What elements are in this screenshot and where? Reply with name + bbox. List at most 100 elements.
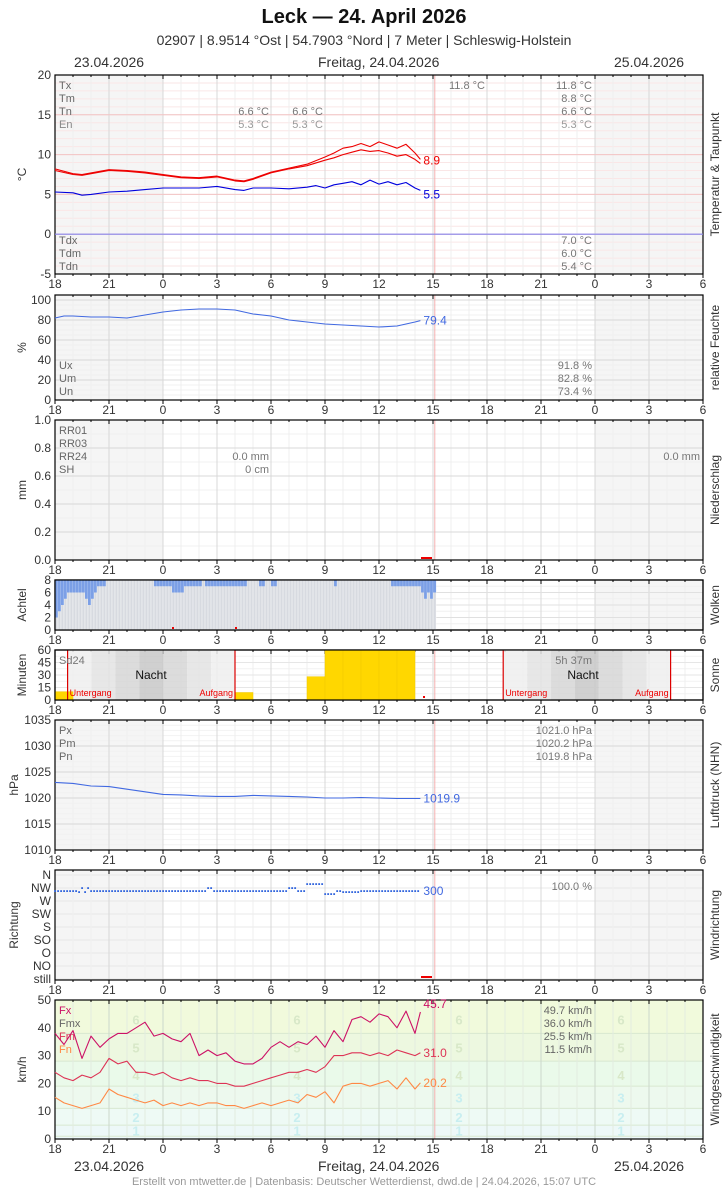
y-tick-label: 15 <box>38 108 52 122</box>
y-tick-label: 0.2 <box>34 525 51 539</box>
x-tick-label: 0 <box>592 633 599 647</box>
legend-label: Um <box>59 373 76 385</box>
x-tick-label: 9 <box>322 853 329 867</box>
annotation: 0.0 mm <box>232 451 269 463</box>
summary-value: 82.8 % <box>558 373 592 385</box>
x-tick-label: 3 <box>214 403 221 417</box>
y-tick-label: 20 <box>38 373 52 387</box>
x-tick-label: 6 <box>268 853 275 867</box>
summary-value: 73.4 % <box>558 386 592 398</box>
last-value-label: 300 <box>423 884 443 898</box>
x-tick-label: 0 <box>592 1142 599 1156</box>
sunshine-bar <box>306 676 326 701</box>
y-tick-label: 10 <box>38 1104 52 1118</box>
summary-value: 5.3 °C <box>561 119 592 131</box>
y-axis-title: °C <box>15 167 29 181</box>
sunshine-bar <box>234 692 254 701</box>
x-tick-label: 21 <box>102 853 116 867</box>
beaufort-label: 4 <box>455 1068 463 1083</box>
summary-value: 0.0 mm <box>663 451 700 463</box>
x-tick-label: 9 <box>322 983 329 997</box>
legend-label: Fmx <box>59 1018 81 1030</box>
summary-value: 6.6 °C <box>561 106 592 118</box>
sunshine-bar <box>342 649 362 701</box>
x-tick-label: 12 <box>372 703 386 717</box>
x-tick-label: 6 <box>268 633 275 647</box>
summary-value: 25.5 km/h <box>544 1031 592 1043</box>
x-tick-label: 15 <box>426 633 440 647</box>
temperature-panel: 18 21 0 3 6 9 12 15 18 21 0 3 6 20 15 10 5 0 -5 °C Temperatu… <box>15 68 722 291</box>
x-tick-label: 0 <box>160 1142 167 1156</box>
x-tick-label: 18 <box>48 853 62 867</box>
x-tick-label: 18 <box>480 1142 494 1156</box>
x-tick-label: 12 <box>372 277 386 291</box>
x-tick-label: 21 <box>102 703 116 717</box>
y-tick-label: 1025 <box>24 765 51 779</box>
y-tick-label: S <box>43 920 51 934</box>
humidity-panel: 18 21 0 3 6 9 12 15 18 21 0 3 6 100 80 60 40 20 0% relative… <box>15 293 722 417</box>
y-axis-title: hPa <box>7 774 21 796</box>
annotation: 5.3 °C <box>238 119 269 131</box>
x-tick-label: 6 <box>700 703 707 717</box>
beaufort-label: 2 <box>617 1110 624 1125</box>
x-tick-label: 21 <box>534 853 548 867</box>
x-tick-label: 12 <box>372 1142 386 1156</box>
annotation: 0 cm <box>245 464 269 476</box>
x-tick-label: 3 <box>214 633 221 647</box>
x-tick-label: 0 <box>160 403 167 417</box>
last-value-label: 20.2 <box>423 1076 447 1090</box>
x-tick-label: 6 <box>268 983 275 997</box>
date-right-bottom: 25.04.2026 <box>614 1158 685 1174</box>
last-value-label: 1019.9 <box>423 792 460 806</box>
x-tick-label: 21 <box>102 563 116 577</box>
y-tick-label: 60 <box>38 333 52 347</box>
panel-title: Wolken <box>708 585 722 625</box>
beaufort-label: 4 <box>132 1068 140 1083</box>
beaufort-label: 3 <box>455 1090 462 1105</box>
y-axis-title: Richtung <box>7 901 21 948</box>
date-center-top: Freitag, 24.04.2026 <box>318 54 440 70</box>
legend-label: Tdn <box>59 261 78 273</box>
x-tick-label: 15 <box>426 853 440 867</box>
y-tick-label: 0.4 <box>34 497 51 511</box>
legend-label: Pm <box>59 738 76 750</box>
x-tick-label: 9 <box>322 563 329 577</box>
panel-title: Windgeschwindigkeit <box>708 1013 722 1126</box>
beaufort-label: 6 <box>132 1012 139 1027</box>
y-tick-label: 20 <box>38 68 52 82</box>
summary-value: 91.8 % <box>558 360 592 372</box>
x-tick-label: 6 <box>700 633 707 647</box>
sunshine-bar <box>360 649 380 701</box>
x-tick-label: 21 <box>534 403 548 417</box>
summary-value: 49.7 km/h <box>544 1005 592 1017</box>
y-tick-label: SW <box>32 907 52 921</box>
x-tick-label: 0 <box>592 703 599 717</box>
night-label: Nacht <box>567 668 599 682</box>
y-tick-label: O <box>42 946 51 960</box>
summary-value: 11.5 km/h <box>545 1044 593 1056</box>
x-tick-label: 18 <box>480 563 494 577</box>
legend-label: Pn <box>59 751 72 763</box>
y-tick-label: 5 <box>44 187 51 201</box>
y-tick-label: 20 <box>38 1076 52 1090</box>
x-tick-label: 0 <box>160 703 167 717</box>
night-label: Nacht <box>135 668 167 682</box>
y-tick-label: 45 <box>38 656 52 670</box>
legend-label: SH <box>59 464 74 476</box>
x-tick-label: 12 <box>372 633 386 647</box>
beaufort-label: 5 <box>455 1040 462 1055</box>
legend-label: Tx <box>59 80 72 92</box>
x-tick-label: 21 <box>534 983 548 997</box>
y-tick-label: 40 <box>38 1021 52 1035</box>
y-axis-title: km/h <box>15 1056 29 1082</box>
y-tick-label: 0 <box>44 393 51 407</box>
y-tick-label: 10 <box>38 148 52 162</box>
x-tick-label: 18 <box>48 1142 62 1156</box>
y-tick-label: 60 <box>38 643 52 657</box>
last-value-label: 31.0 <box>423 1046 447 1060</box>
beaufort-label: 3 <box>293 1090 300 1105</box>
x-tick-label: 6 <box>700 403 707 417</box>
x-tick-label: 3 <box>646 403 653 417</box>
